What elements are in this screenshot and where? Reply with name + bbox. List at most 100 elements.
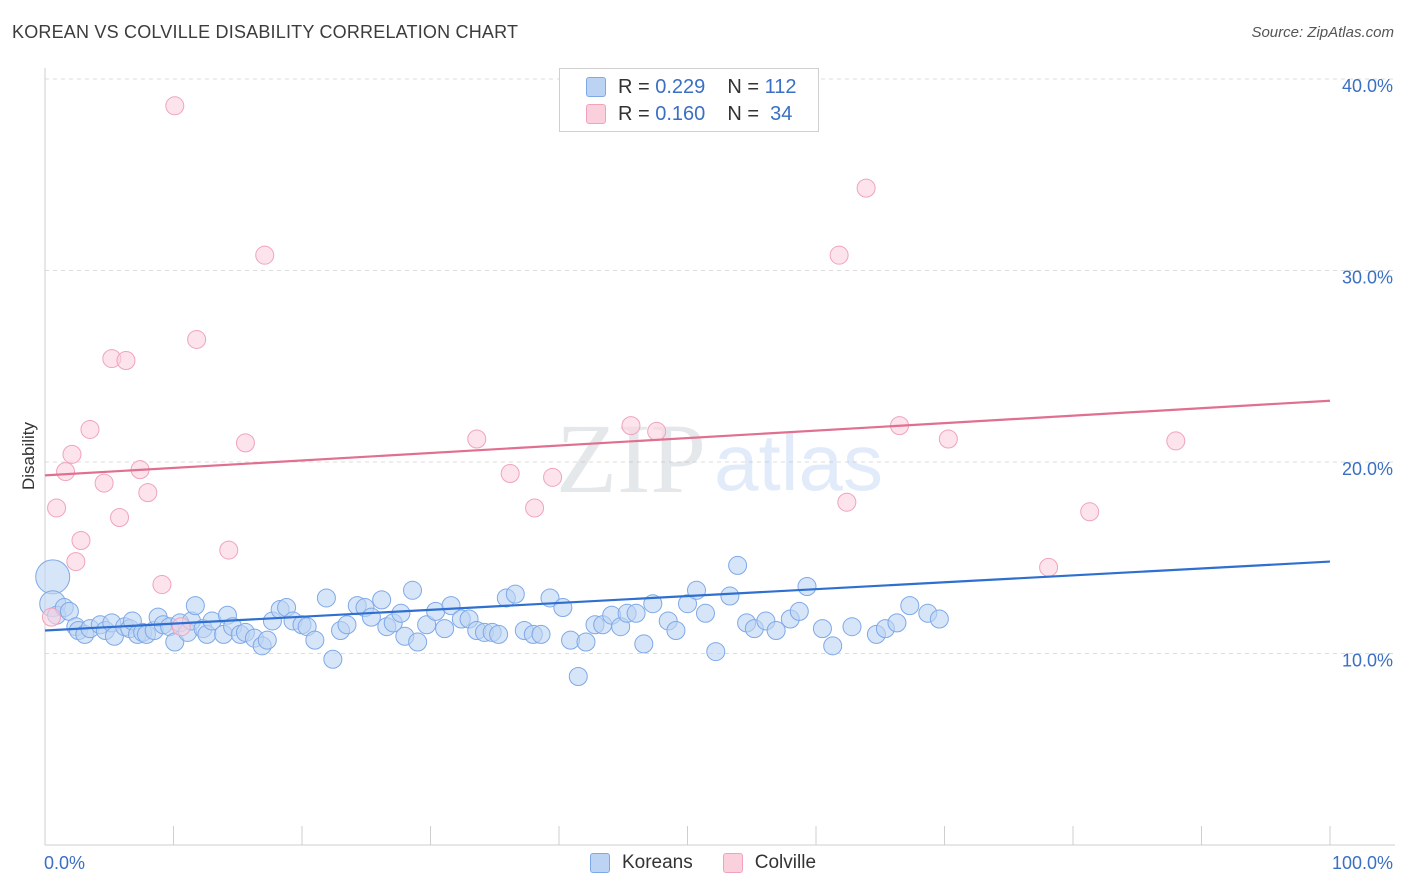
colville-point xyxy=(171,617,191,637)
korean-point xyxy=(403,580,423,600)
colville-point xyxy=(543,467,563,487)
x-tick-label: 100.0% xyxy=(1332,853,1393,873)
colville-point xyxy=(1039,557,1059,577)
korean-point xyxy=(929,609,949,629)
colville-point xyxy=(80,419,100,439)
chart-title: KOREAN VS COLVILLE DISABILITY CORRELATIO… xyxy=(12,22,519,42)
korean-point xyxy=(337,615,357,635)
legend-item-koreans: Koreans xyxy=(589,852,693,874)
korean-point xyxy=(435,619,455,639)
korean-point xyxy=(812,619,832,639)
korean-point xyxy=(417,615,437,635)
korean-point xyxy=(666,621,686,641)
colville-point xyxy=(235,433,255,453)
korean-point xyxy=(35,559,71,595)
korean-point xyxy=(789,601,809,621)
colville-point xyxy=(856,178,876,198)
colville-point xyxy=(56,462,76,482)
korean-point xyxy=(842,617,862,637)
legend-n-value: 34 xyxy=(764,102,793,125)
watermark: ZIP atlas xyxy=(556,403,883,514)
legend-n-label: N = xyxy=(727,102,765,125)
source-label: Source: ZipAtlas.com xyxy=(1251,24,1394,41)
colville-points xyxy=(41,96,1186,637)
colville-point xyxy=(837,492,857,512)
korean-point xyxy=(489,624,509,644)
korean-point xyxy=(323,649,343,669)
colville-point xyxy=(829,245,849,265)
korean-point xyxy=(728,555,748,575)
watermark-atlas: atlas xyxy=(714,418,883,507)
korean-point xyxy=(568,666,588,686)
colville-point xyxy=(1166,431,1186,451)
korean-point xyxy=(553,598,573,618)
korean-point xyxy=(391,603,411,623)
korean-point xyxy=(361,607,381,627)
korean-point xyxy=(626,603,646,623)
tick-labels: 10.0% 20.0% 30.0% 40.0% 0.0% 100.0% xyxy=(44,76,1393,873)
legend-r-value: 0.229 xyxy=(655,75,706,98)
colville-point xyxy=(152,575,172,595)
korean-point xyxy=(576,632,596,652)
korean-point xyxy=(797,576,817,596)
legend-swatch-colville xyxy=(586,104,606,124)
korean-point xyxy=(823,636,843,656)
colville-point xyxy=(94,473,114,493)
korean-point xyxy=(766,621,786,641)
colville-point xyxy=(938,429,958,449)
korean-point xyxy=(316,588,336,608)
legend-row-colville: R = 0.160 N = 34 xyxy=(586,102,792,126)
korean-point xyxy=(706,642,726,662)
korean-point xyxy=(505,584,525,604)
legend-label-koreans: Koreans xyxy=(621,852,693,873)
colville-point xyxy=(71,531,91,551)
legend-swatch-koreans xyxy=(586,77,606,97)
colville-point xyxy=(187,329,207,349)
trend-lines xyxy=(44,399,1331,632)
colville-point xyxy=(47,498,67,518)
legend-r-label: R = xyxy=(618,102,656,125)
korean-trend-line xyxy=(44,560,1331,632)
colville-point xyxy=(219,540,239,560)
legend-row-koreans: R = 0.229 N = 112 xyxy=(586,75,796,99)
korean-point xyxy=(887,613,907,633)
colville-point xyxy=(1080,502,1100,522)
korean-point xyxy=(720,586,740,606)
korean-point xyxy=(257,630,277,650)
korean-point xyxy=(695,603,715,623)
colville-point xyxy=(525,498,545,518)
colville-point xyxy=(467,429,487,449)
korean-points xyxy=(35,555,949,686)
colville-point xyxy=(647,421,667,441)
colville-point xyxy=(62,444,82,464)
y-tick-label: 20.0% xyxy=(1342,459,1393,479)
colville-point xyxy=(165,96,185,116)
korean-point xyxy=(634,634,654,654)
colville-point xyxy=(621,416,641,436)
legend-item-colville: Colville xyxy=(722,852,817,874)
colville-trend-line xyxy=(44,399,1331,477)
korean-point xyxy=(372,590,392,610)
y-tick-label: 40.0% xyxy=(1342,76,1393,96)
colville-point xyxy=(66,552,86,572)
korean-point xyxy=(305,630,325,650)
y-tick-label: 30.0% xyxy=(1342,268,1393,288)
colville-point xyxy=(116,351,136,371)
legend-label-colville: Colville xyxy=(754,852,817,873)
legend-swatch-colville xyxy=(722,853,743,873)
colville-point xyxy=(500,463,520,483)
axes xyxy=(44,68,1395,846)
korean-point xyxy=(185,596,205,616)
korean-point xyxy=(531,624,551,644)
series-legend: Koreans Colville xyxy=(0,852,1406,874)
legend-n-value: 112 xyxy=(764,75,797,98)
x-tick-label: 0.0% xyxy=(44,853,85,873)
legend-r-label: R = xyxy=(618,75,656,98)
korean-point xyxy=(408,632,428,652)
legend-r-value: 0.160 xyxy=(655,102,706,125)
grid-lines xyxy=(45,78,1395,654)
colville-point xyxy=(138,483,158,503)
y-tick-label: 10.0% xyxy=(1342,651,1393,671)
korean-point xyxy=(441,596,461,616)
colville-point xyxy=(41,607,61,627)
